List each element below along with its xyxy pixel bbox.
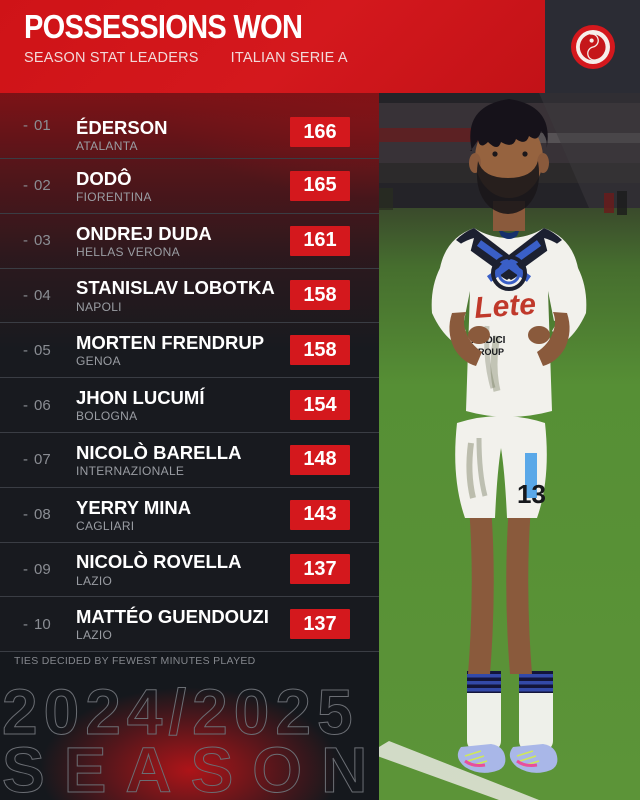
svg-text:13: 13 (517, 479, 546, 509)
svg-text:Lete: Lete (473, 288, 537, 325)
